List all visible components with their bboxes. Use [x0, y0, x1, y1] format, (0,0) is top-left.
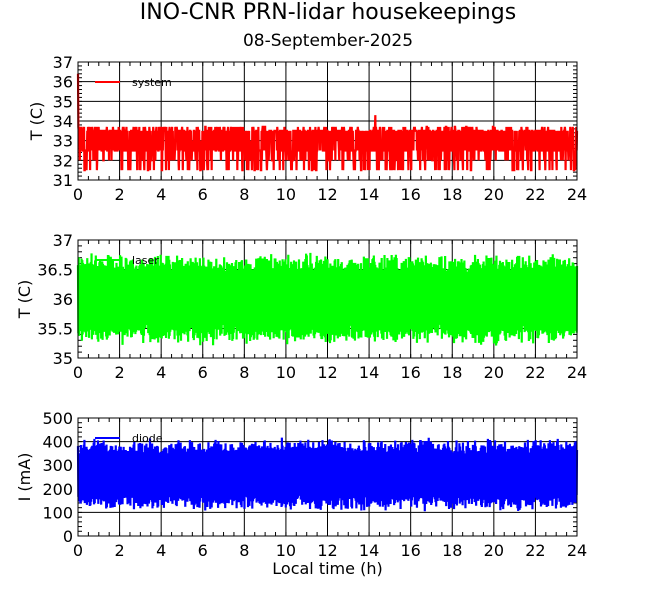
x-tick-label: 24 — [567, 185, 587, 204]
y-tick-label: 500 — [42, 409, 73, 428]
x-tick-label: 4 — [156, 363, 166, 382]
y-tick-label: 0 — [63, 527, 73, 546]
x-tick-label: 20 — [484, 185, 504, 204]
x-tick-label: 18 — [442, 541, 462, 560]
legend-label-diode: diode — [132, 432, 163, 445]
x-tick-label: 8 — [239, 185, 249, 204]
y-tick-label: 36.5 — [37, 261, 73, 280]
x-tick-label: 20 — [484, 363, 504, 382]
legend-label-laser: laser — [132, 254, 159, 267]
x-tick-label: 14 — [359, 185, 379, 204]
series-line-system — [76, 73, 579, 172]
figure-date: 08-September-2025 — [243, 31, 413, 51]
x-tick-label: 0 — [73, 541, 83, 560]
plot-frame — [77, 239, 578, 359]
y-tick-label: 35 — [53, 349, 73, 368]
y-tick-label: 35 — [53, 92, 73, 111]
x-tick-label: 12 — [317, 363, 337, 382]
x-tick-label: 4 — [156, 541, 166, 560]
figure-title: INO-CNR PRN-lidar housekeepings — [140, 0, 516, 25]
x-tick-label: 24 — [567, 363, 587, 382]
x-tick-label: 6 — [198, 363, 208, 382]
y-tick-label: 36 — [53, 290, 73, 309]
y-axis-label: T (C) — [27, 102, 46, 142]
x-tick-label: 10 — [276, 363, 296, 382]
x-tick-label: 0 — [73, 185, 83, 204]
x-tick-label: 14 — [359, 363, 379, 382]
x-tick-label: 18 — [442, 185, 462, 204]
series-line-diode — [76, 437, 579, 512]
x-tick-label: 20 — [484, 541, 504, 560]
x-tick-label: 4 — [156, 185, 166, 204]
x-tick-label: 16 — [400, 185, 420, 204]
x-tick-label: 16 — [400, 363, 420, 382]
x-tick-label: 12 — [317, 185, 337, 204]
x-tick-label: 8 — [239, 363, 249, 382]
x-tick-label: 14 — [359, 541, 379, 560]
y-tick-label: 100 — [42, 503, 73, 522]
x-tick-label: 0 — [73, 363, 83, 382]
x-tick-label: 2 — [114, 185, 124, 204]
series-line-laser — [76, 252, 579, 346]
x-tick-label: 22 — [525, 363, 545, 382]
y-tick-label: 37 — [53, 231, 73, 250]
y-tick-label: 31 — [53, 171, 73, 190]
x-tick-label: 2 — [114, 363, 124, 382]
x-tick-label: 10 — [276, 541, 296, 560]
plot-frame — [77, 417, 578, 537]
plot-frame — [77, 61, 578, 181]
x-tick-label: 24 — [567, 541, 587, 560]
x-tick-label: 6 — [198, 185, 208, 204]
x-tick-label: 6 — [198, 541, 208, 560]
y-tick-label: 400 — [42, 433, 73, 452]
x-axis-label: Local time (h) — [272, 559, 382, 578]
x-tick-label: 12 — [317, 541, 337, 560]
y-tick-label: 33 — [53, 132, 73, 151]
y-axis-label: T (C) — [15, 280, 34, 320]
y-tick-label: 200 — [42, 480, 73, 499]
x-tick-label: 22 — [525, 185, 545, 204]
y-axis-label: I (mA) — [15, 453, 34, 502]
y-tick-label: 35.5 — [37, 320, 73, 339]
x-tick-label: 16 — [400, 541, 420, 560]
y-tick-label: 300 — [42, 456, 73, 475]
x-tick-label: 2 — [114, 541, 124, 560]
y-tick-label: 34 — [53, 112, 73, 131]
x-tick-label: 8 — [239, 541, 249, 560]
y-tick-label: 36 — [53, 73, 73, 92]
legend-label-system: system — [132, 76, 172, 89]
y-tick-label: 37 — [53, 53, 73, 72]
y-tick-label: 32 — [53, 151, 73, 170]
x-tick-label: 22 — [525, 541, 545, 560]
x-tick-label: 10 — [276, 185, 296, 204]
x-tick-label: 18 — [442, 363, 462, 382]
